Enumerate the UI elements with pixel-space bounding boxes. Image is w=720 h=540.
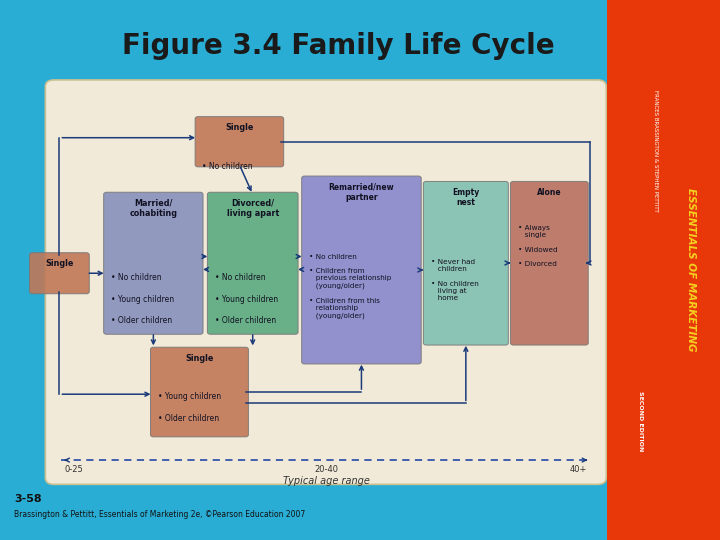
FancyBboxPatch shape [607, 0, 720, 540]
Text: FRANCES BRASSINGTON & STEPHEN PETTITT: FRANCES BRASSINGTON & STEPHEN PETTITT [653, 90, 657, 212]
FancyBboxPatch shape [45, 80, 606, 484]
Text: ESSENTIALS OF MARKETING: ESSENTIALS OF MARKETING [686, 188, 696, 352]
Text: • No children
 
• Children from
   previous relationship
   (young/older)
 
• Ch: • No children • Children from previous r… [309, 253, 391, 319]
Text: • No children
 
• Young children
 
• Older children: • No children • Young children • Older c… [215, 273, 278, 326]
Text: SECOND EDITION: SECOND EDITION [639, 391, 643, 451]
Text: Single: Single [185, 354, 214, 363]
Text: 40+: 40+ [570, 465, 587, 474]
Text: • Always
   single
 
• Widowed
 
• Divorced: • Always single • Widowed • Divorced [518, 225, 557, 267]
FancyBboxPatch shape [104, 192, 203, 334]
Text: 3-58: 3-58 [14, 495, 42, 504]
FancyBboxPatch shape [207, 192, 298, 334]
FancyBboxPatch shape [302, 176, 421, 364]
FancyBboxPatch shape [30, 253, 89, 294]
Text: Typical age range: Typical age range [283, 476, 369, 486]
Text: 0-25: 0-25 [65, 465, 84, 474]
Text: • Never had
   children
 
• No children
   living at
   home: • Never had children • No children livin… [431, 259, 478, 301]
FancyBboxPatch shape [150, 347, 248, 437]
Text: Remarried/new
partner: Remarried/new partner [328, 183, 395, 202]
Text: Divorced/
living apart: Divorced/ living apart [227, 199, 279, 218]
Text: Figure 3.4 Family Life Cycle: Figure 3.4 Family Life Cycle [122, 32, 554, 60]
FancyBboxPatch shape [423, 181, 508, 345]
FancyBboxPatch shape [510, 181, 588, 345]
Text: Single: Single [45, 259, 73, 268]
Text: Empty
nest: Empty nest [452, 188, 480, 207]
Text: • No children
 
• Young children
 
• Older children: • No children • Young children • Older c… [111, 273, 174, 326]
Text: Brassington & Pettitt, Essentials of Marketing 2e, ©Pearson Education 2007: Brassington & Pettitt, Essentials of Mar… [14, 510, 306, 518]
Text: • No children: • No children [202, 162, 253, 171]
Text: Married/
cohabiting: Married/ cohabiting [130, 199, 177, 218]
Text: • Young children
 
• Older children: • Young children • Older children [158, 393, 221, 423]
FancyBboxPatch shape [195, 117, 284, 167]
Text: Single: Single [225, 123, 253, 132]
Text: 20-40: 20-40 [314, 465, 338, 474]
Text: Alone: Alone [537, 188, 562, 197]
